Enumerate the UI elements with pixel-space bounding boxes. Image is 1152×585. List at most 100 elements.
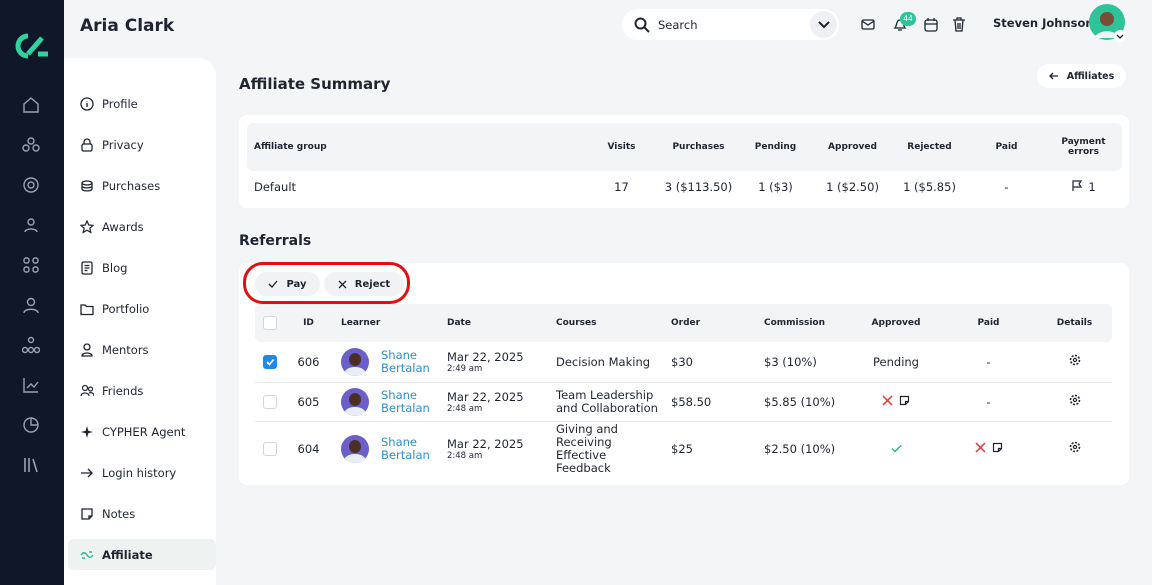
nav-item[interactable]: Blog <box>68 252 216 283</box>
cell: Giving and Receiving Effective Feedback <box>556 421 618 475</box>
nav-icon <box>80 219 94 234</box>
referral-row: 606 Shane Bertalan Mar 22, 2025 2:49 am D… <box>255 342 1112 383</box>
row-select[interactable] <box>255 342 285 383</box>
nav-item[interactable]: Awards <box>68 211 216 242</box>
cell: $2.50 (10%) <box>764 441 836 456</box>
note-icon[interactable] <box>992 442 1003 453</box>
cell: Default <box>254 180 297 194</box>
referral-row: 605 Shane Bertalan Mar 22, 2025 2:48 am T… <box>255 382 1112 422</box>
select-all[interactable] <box>255 304 285 342</box>
network-icon[interactable] <box>22 336 40 354</box>
search-dropdown[interactable] <box>810 11 837 38</box>
nav-label: Blog <box>102 260 128 275</box>
settings-icon[interactable] <box>1069 394 1081 406</box>
cell: - <box>940 342 1038 383</box>
cell: Pending <box>853 342 940 383</box>
back-button[interactable]: Affiliates <box>1037 64 1126 88</box>
pay-button[interactable]: Pay <box>255 272 320 296</box>
x-icon <box>338 280 347 288</box>
cell: Mar 22, 2025 2:48 am <box>441 421 550 476</box>
date: Mar 22, 2025 <box>447 349 524 364</box>
details-cell[interactable] <box>1038 342 1112 383</box>
date: Mar 22, 2025 <box>447 389 524 404</box>
chart-icon[interactable] <box>22 376 40 394</box>
referrals-header: ID Learner Date Courses Order Commission… <box>255 304 1112 342</box>
nav-item[interactable]: Notes <box>68 498 216 529</box>
reject-label: Reject <box>354 278 391 290</box>
cell: $3 (10%) <box>758 342 853 383</box>
learner-name[interactable]: Shane Bertalan <box>381 434 430 462</box>
notification-badge: 44 <box>900 12 916 26</box>
time: 2:48 am <box>447 450 483 461</box>
cell: Team Leadership and Collaboration <box>550 382 665 422</box>
nav-icon <box>80 96 94 111</box>
cell: $30 <box>665 342 758 383</box>
cell: Mar 22, 2025 2:48 am <box>441 382 550 422</box>
nav-item[interactable]: Privacy <box>68 129 216 160</box>
checkbox[interactable] <box>262 316 277 330</box>
user-icon[interactable] <box>22 296 40 314</box>
nav-label: Profile <box>102 96 138 111</box>
cell: Shane Bertalan <box>333 342 441 383</box>
reject-icon[interactable] <box>974 441 986 453</box>
row-select[interactable] <box>255 382 285 422</box>
nav-item[interactable]: Portfolio <box>68 293 216 324</box>
checkbox[interactable] <box>262 394 277 409</box>
calendar-icon[interactable] <box>924 17 938 32</box>
approval-actions <box>853 382 940 422</box>
column-header: Paid <box>940 304 1038 342</box>
approved-icon <box>890 444 902 453</box>
learner-name[interactable]: Shane Bertalan <box>381 347 430 375</box>
reject-icon[interactable] <box>882 394 893 406</box>
settings-icon[interactable] <box>1069 441 1081 453</box>
checkbox[interactable] <box>262 355 277 369</box>
section-title: Referrals <box>239 233 312 249</box>
details-cell[interactable] <box>1038 421 1112 476</box>
groups-icon[interactable] <box>22 136 40 154</box>
details-cell[interactable] <box>1038 382 1112 422</box>
note-icon[interactable] <box>899 395 910 406</box>
column-header: Pending <box>737 123 814 171</box>
cell: 1 ($5.85) <box>903 180 956 194</box>
home-icon[interactable] <box>22 96 40 114</box>
back-label: Affiliates <box>1066 70 1115 82</box>
column-header: Order <box>665 304 758 342</box>
nav-item[interactable]: Login history <box>68 457 216 488</box>
settings-icon[interactable] <box>1069 354 1081 366</box>
nav-item[interactable]: Purchases <box>68 170 216 201</box>
paid-actions <box>940 421 1038 476</box>
nav-label: Friends <box>102 383 144 398</box>
grid-icon[interactable] <box>22 256 40 274</box>
row-select[interactable] <box>255 421 285 476</box>
user-name[interactable]: Steven Johnson <box>993 16 1094 30</box>
learner-avatar <box>341 387 369 416</box>
column-header: Commission <box>758 304 853 342</box>
cell: 3 ($113.50) <box>664 180 733 194</box>
target-icon[interactable] <box>22 176 40 194</box>
search-box[interactable]: Search <box>622 9 839 40</box>
nav-item[interactable]: Mentors <box>68 334 216 365</box>
nav-icon <box>81 425 93 438</box>
mail-icon[interactable] <box>861 18 875 31</box>
nav-item[interactable]: Profile <box>68 88 216 119</box>
nav-icon <box>81 507 93 520</box>
user-avatar[interactable] <box>1088 4 1128 44</box>
logo <box>15 33 48 59</box>
trash-icon[interactable] <box>952 17 966 32</box>
approved-cell <box>853 421 940 476</box>
icon-rail <box>0 0 64 585</box>
cell: 606 <box>285 342 333 383</box>
learner-name[interactable]: Shane Bertalan <box>381 387 430 415</box>
nav-item[interactable]: Affiliate <box>68 539 216 570</box>
cell: 605 <box>285 382 333 422</box>
summary-header: Affiliate group Visits Purchases Pending… <box>247 123 1122 171</box>
check-icon <box>269 280 278 288</box>
pie-icon[interactable] <box>22 416 40 434</box>
people-icon[interactable] <box>22 216 40 234</box>
nav-item[interactable]: Friends <box>68 375 216 406</box>
nav-item[interactable]: CYPHER Agent <box>68 416 216 447</box>
library-icon[interactable] <box>22 456 40 474</box>
nav-icon <box>81 468 93 477</box>
checkbox[interactable] <box>262 441 277 456</box>
